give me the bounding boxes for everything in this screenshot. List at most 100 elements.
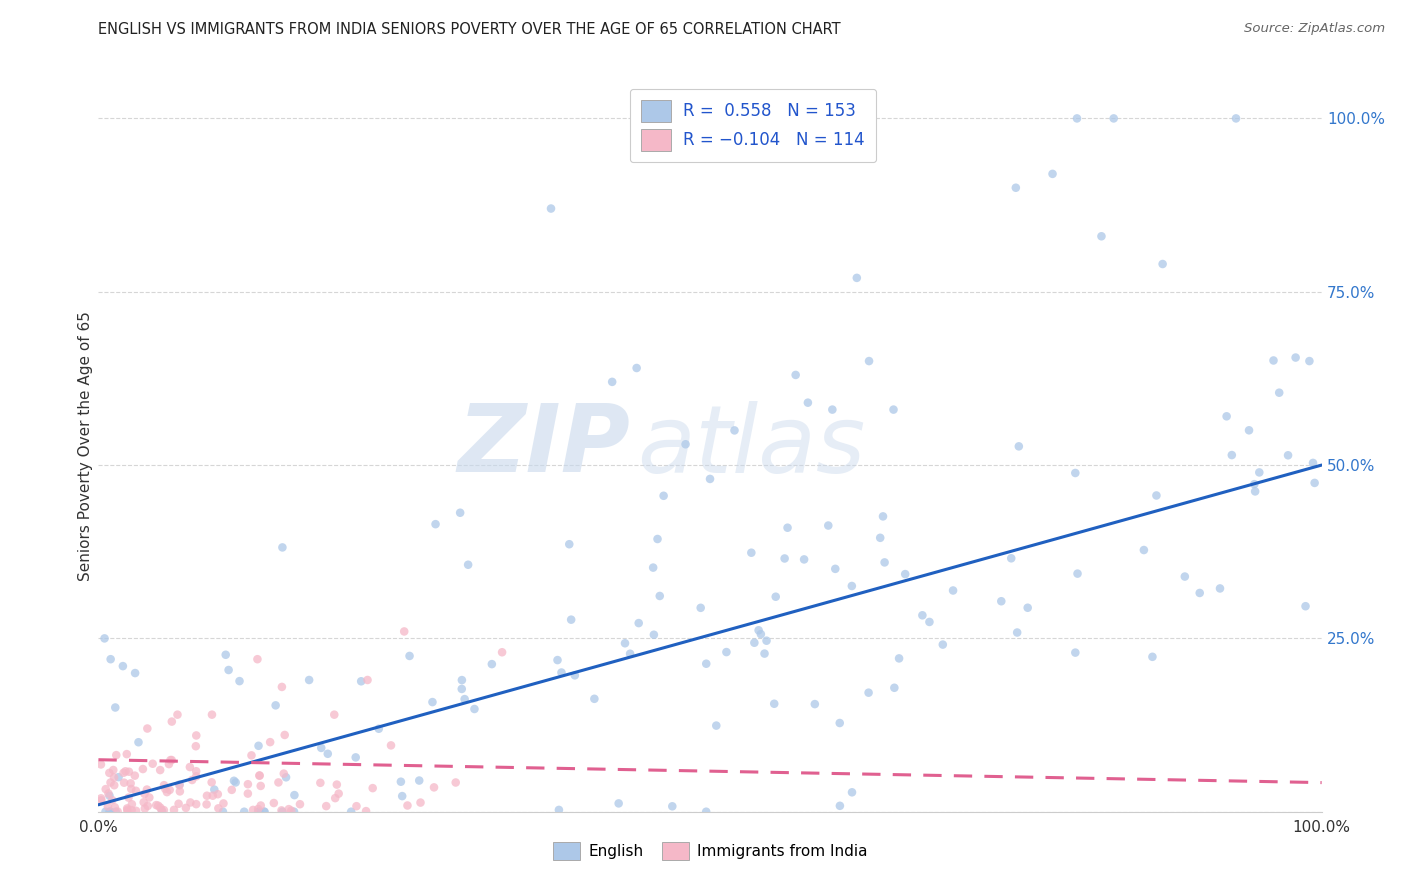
Point — [1237, 423, 1260, 437]
Point — [283, 805, 305, 819]
Point — [326, 778, 349, 792]
Point — [160, 714, 183, 729]
Point — [271, 541, 294, 555]
Point — [259, 735, 281, 749]
Point — [202, 782, 225, 797]
Point — [547, 653, 569, 667]
Point — [90, 791, 112, 805]
Point — [221, 782, 243, 797]
Point — [463, 702, 485, 716]
Point — [134, 787, 156, 801]
Point — [1277, 448, 1299, 462]
Point — [754, 647, 776, 661]
Point — [247, 805, 270, 819]
Point — [367, 722, 389, 736]
Point — [661, 799, 683, 814]
Point — [104, 805, 127, 819]
Point — [740, 546, 762, 560]
Point — [98, 805, 121, 819]
Text: Source: ZipAtlas.com: Source: ZipAtlas.com — [1244, 22, 1385, 36]
Point — [1142, 649, 1164, 664]
Point — [195, 789, 218, 803]
Point — [195, 797, 218, 812]
Point — [218, 663, 240, 677]
Point — [118, 764, 141, 779]
Point — [103, 763, 125, 777]
Point — [115, 801, 138, 815]
Point — [1174, 569, 1197, 583]
Point — [564, 668, 586, 682]
Point — [1215, 409, 1237, 424]
Point — [716, 645, 738, 659]
Point — [648, 589, 671, 603]
Point — [207, 787, 229, 801]
Point — [918, 615, 941, 629]
Point — [288, 797, 311, 812]
Point — [824, 562, 846, 576]
Point — [280, 804, 302, 818]
Point — [1066, 112, 1088, 126]
Point — [398, 648, 420, 663]
Point — [117, 790, 139, 805]
Point — [841, 785, 863, 799]
Point — [271, 805, 294, 819]
Point — [309, 740, 332, 755]
Point — [90, 793, 112, 807]
Point — [103, 778, 125, 792]
Point — [932, 638, 955, 652]
Point — [481, 657, 503, 672]
Point — [858, 354, 880, 368]
Point — [873, 556, 896, 570]
Point — [626, 361, 648, 376]
Point — [246, 652, 269, 666]
Point — [550, 665, 572, 680]
Point — [558, 537, 581, 551]
Point — [540, 202, 562, 216]
Point — [163, 803, 186, 817]
Point — [695, 805, 717, 819]
Point — [354, 804, 377, 818]
Point — [98, 805, 121, 819]
Point — [323, 707, 346, 722]
Point — [647, 532, 669, 546]
Point — [1064, 646, 1087, 660]
Point — [97, 787, 120, 801]
Point — [675, 437, 697, 451]
Point — [361, 781, 384, 796]
Point — [1249, 466, 1271, 480]
Point — [763, 697, 786, 711]
Point — [117, 803, 139, 817]
Point — [793, 552, 815, 566]
Point — [236, 777, 259, 791]
Point — [94, 782, 117, 797]
Point — [340, 805, 363, 819]
Point — [215, 648, 238, 662]
Point — [212, 805, 235, 819]
Point — [127, 735, 149, 749]
Point — [1152, 257, 1174, 271]
Point — [201, 775, 224, 789]
Point — [179, 796, 201, 810]
Point — [1042, 167, 1064, 181]
Legend: English, Immigrants from India: English, Immigrants from India — [547, 837, 873, 866]
Point — [315, 799, 337, 814]
Point — [107, 805, 129, 819]
Point — [148, 798, 170, 813]
Point — [136, 798, 159, 813]
Point — [444, 775, 467, 789]
Point — [1209, 582, 1232, 596]
Point — [1188, 586, 1211, 600]
Point — [1144, 488, 1167, 502]
Point — [1008, 439, 1031, 453]
Text: ENGLISH VS IMMIGRANTS FROM INDIA SENIORS POVERTY OVER THE AGE OF 65 CORRELATION : ENGLISH VS IMMIGRANTS FROM INDIA SENIORS… — [98, 22, 841, 37]
Point — [264, 698, 287, 713]
Point — [600, 375, 623, 389]
Point — [242, 803, 264, 817]
Point — [233, 805, 256, 819]
Point — [145, 798, 167, 813]
Point — [1064, 466, 1087, 480]
Point — [253, 805, 276, 819]
Point — [380, 739, 402, 753]
Point — [103, 771, 125, 785]
Point — [181, 772, 204, 787]
